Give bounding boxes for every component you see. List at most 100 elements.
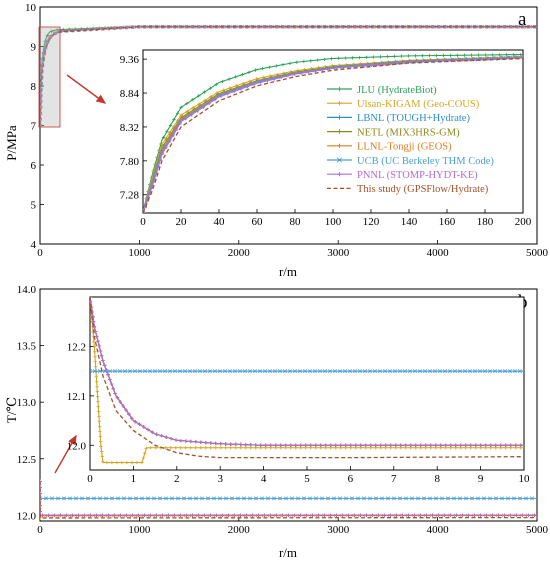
legend-marker <box>337 172 342 177</box>
legend-entry: NETL (MIX3HRS-GM) <box>327 127 460 138</box>
panel-a-inset-axes: 0 20 40 60 80 100 120 140 160 180 200 7.28 7.80 8.32 8… <box>120 54 532 228</box>
panel-a-ylabel: P/MPa <box>4 125 19 161</box>
panel-b-inset-markers-1 <box>90 297 523 465</box>
panel-b-inset-series-7 <box>90 297 524 459</box>
legend-label: LLNL-Tongji (GEOS) <box>357 142 452 153</box>
panel-a-x-tick-label: 4000 <box>427 247 450 259</box>
panel-a-inset-x-tick-label: 140 <box>401 216 418 228</box>
panel-b-zoom-arrow <box>54 434 77 474</box>
panel-b-x-tick-label: 3000 <box>327 524 350 536</box>
legend-entry: JLU (HydrateBiot) <box>327 85 437 96</box>
panel-a-zoom-arrow <box>66 74 107 104</box>
panel-b-x-tick-label: 5000 <box>526 524 549 536</box>
legend-marker <box>337 115 342 120</box>
panel-b-ylabel: T/℃ <box>4 397 19 423</box>
panel-b-inset-frame <box>89 296 525 471</box>
legend-entry: UCB (UC Berkeley THM Code) <box>327 156 494 167</box>
panel-b-inset-x-tick-label: 5 <box>304 473 310 485</box>
panel-a-inset-markers-6 <box>143 56 520 213</box>
panel-b-inset-y-tick-label: 12.0 <box>67 440 87 452</box>
panel-b-inset-y-tick-label: 12.2 <box>67 341 86 353</box>
panel-a-inset-series-1 <box>143 54 523 213</box>
legend-entry: PNNL (STOMP-HYDT-KE) <box>327 170 478 181</box>
panel-b-y-tick-label: 13.0 <box>17 397 37 409</box>
panel-a-inset-x-tick-label: 180 <box>477 216 494 228</box>
panel-b-y-tick-label: 12.0 <box>17 510 37 522</box>
panel-a-inset-x-tick-label: 100 <box>325 216 342 228</box>
legend-entry: LBNL (TOUGH+Hydrate) <box>327 113 470 124</box>
legend-label: Ulsan-KIGAM (Geo-COUS) <box>357 99 480 110</box>
panel-b-inset-x-tick-label: 7 <box>391 473 397 485</box>
panel-b-y-tick-label: 13.5 <box>17 341 37 353</box>
panel-b-line-7 <box>40 481 537 519</box>
legend-marker <box>337 143 342 148</box>
panel-a-zoom-region <box>38 26 61 128</box>
panel-a-inset-y-tick-label: 8.84 <box>120 88 140 100</box>
panel-b-axes: 0 1000 2000 3000 4000 5000 12.0 12.5 13.0 13.5 14.… <box>17 284 549 536</box>
panel-a-y-tick-label: 8 <box>31 81 37 93</box>
panel-a-x-tick-label: 5000 <box>526 247 549 259</box>
panel-b-xlabel: r/m <box>279 545 297 560</box>
panel-b-series <box>40 479 537 520</box>
panel-a-inset-x-tick-label: 80 <box>290 216 302 228</box>
panel-b-inset-x-tick-label: 9 <box>478 473 484 485</box>
legend-marker <box>337 129 342 134</box>
panel-b-x-tick-label: 4000 <box>427 524 450 536</box>
panel-b-inset-x-tick-label: 3 <box>217 473 223 485</box>
panel-b-inset-series-5 <box>90 369 524 374</box>
panel-a-y-tick-label: 6 <box>31 160 37 172</box>
legend-marker <box>337 86 342 92</box>
panel-a-y-tick-label: 9 <box>31 42 37 54</box>
panel-a-inset-x-tick-label: 120 <box>363 216 380 228</box>
panel-a-inset-line-7 <box>143 57 523 213</box>
panel-b-inset-y-tick-label: 12.1 <box>67 391 86 403</box>
legend-marker <box>337 101 342 106</box>
legend-label: PNNL (STOMP-HYDT-KE) <box>357 170 478 181</box>
legend-marker <box>336 157 343 163</box>
legend: JLU (HydrateBiot) Ulsan-KIGAM (Geo-COUS) L… <box>327 85 494 195</box>
panel-a-letter: a <box>518 9 527 30</box>
panel-a-inset-y-tick-label: 9.36 <box>120 54 140 66</box>
panel-b-frame <box>39 288 538 522</box>
legend-label: This study (GPSFlow/Hydrate) <box>357 184 489 195</box>
panel-b-inset-series-6 <box>90 297 524 447</box>
panel-b-inset-x-tick-label: 8 <box>434 473 440 485</box>
panel-a-inset-y-tick-label: 7.28 <box>120 190 140 202</box>
legend-entry: LLNL-Tongji (GEOS) <box>327 142 452 153</box>
panel-a-inset-x-tick-label: 40 <box>214 216 226 228</box>
panel-b-line-1 <box>40 481 537 520</box>
panel-a-inset-x-tick-label: 0 <box>140 216 146 228</box>
panel-b-inset-x-tick-label: 10 <box>519 473 531 485</box>
panel-b-y-tick-label: 12.5 <box>17 454 37 466</box>
panel-a-inset-line-1 <box>143 55 523 212</box>
panel-a-x-tick-label: 1000 <box>128 247 151 259</box>
panel-a-inset-x-tick-label: 20 <box>176 216 188 228</box>
panel-b-inset-markers-6 <box>90 297 523 447</box>
panel-a-inset-x-tick-label: 200 <box>515 216 532 228</box>
panel-b-inset-series <box>90 297 524 465</box>
panel-a-y-tick-label: 7 <box>31 121 37 133</box>
panel-b: b 01000200030004000500012.012.513.013.51… <box>4 284 549 560</box>
panel-a-inset-y-tick-label: 7.80 <box>120 156 140 168</box>
panel-a-y-tick-label: 4 <box>31 239 37 251</box>
panel-b-inset-x-tick-label: 4 <box>261 473 267 485</box>
panel-b-x-tick-label: 1000 <box>128 524 151 536</box>
legend-label: LBNL (TOUGH+Hydrate) <box>357 113 470 124</box>
panel-a-series <box>40 24 537 128</box>
panel-a-inset-x-tick-label: 60 <box>252 216 264 228</box>
panel-b-inset-line-7 <box>90 297 524 459</box>
panel-a-inset-series <box>143 52 523 213</box>
panel-b-inset-series-1 <box>90 297 524 465</box>
panel-b-markers-6 <box>40 479 537 518</box>
panel-a-x-tick-label: 2000 <box>228 247 251 259</box>
legend-label: UCB (UC Berkeley THM Code) <box>357 156 494 167</box>
panel-b-inset-markers-5 <box>90 369 522 374</box>
legend-label: JLU (HydrateBiot) <box>357 85 437 96</box>
panel-a-inset-series-7 <box>143 57 523 213</box>
panel-b-series-7 <box>40 481 537 519</box>
panel-a-inset-markers-1 <box>143 54 523 213</box>
legend-entry: Ulsan-KIGAM (Geo-COUS) <box>327 99 480 110</box>
